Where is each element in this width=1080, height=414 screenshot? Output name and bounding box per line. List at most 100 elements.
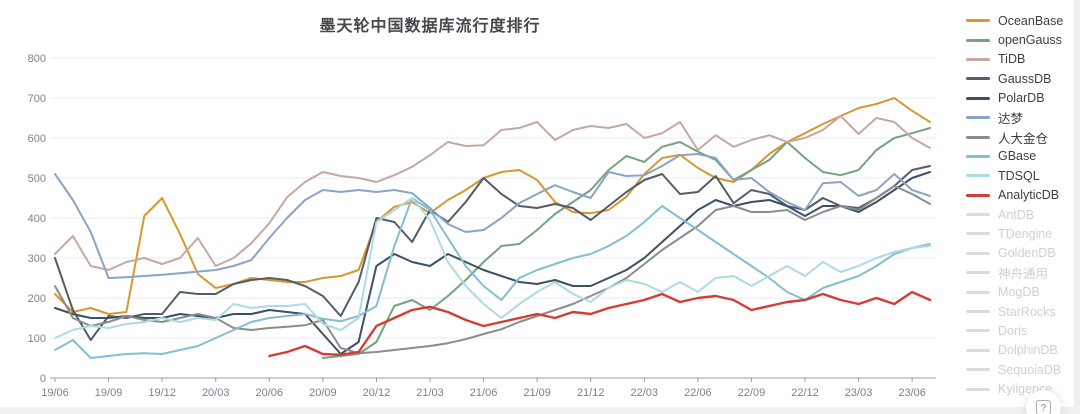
x-axis-label: 19/09: [95, 387, 123, 399]
legend-swatch: [966, 329, 990, 333]
legend-label: TiDB: [998, 52, 1026, 67]
legend-label: DolphinDB: [998, 343, 1058, 358]
legend-item-StarRocks[interactable]: StarRocks: [966, 302, 1078, 321]
legend-label: AntDB: [998, 207, 1035, 222]
legend-item-达梦[interactable]: 达梦: [966, 108, 1078, 127]
series-line-openGauss: [321, 127, 931, 359]
legend-swatch: [966, 232, 990, 236]
question-mark-icon: ?: [1036, 400, 1051, 414]
legend-item-PolarDB[interactable]: PolarDB: [966, 89, 1078, 108]
series-line-TiDB: [54, 115, 931, 271]
legend-item-openGauss[interactable]: openGauss: [966, 30, 1078, 49]
y-axis-label: 500: [28, 173, 46, 185]
legend-swatch: [966, 310, 990, 314]
legend-label: TDengine: [998, 226, 1053, 241]
x-axis-label: 22/09: [738, 387, 766, 399]
legend-label: MogDB: [998, 285, 1040, 300]
legend-swatch: [966, 154, 990, 158]
legend-label: Doris: [998, 323, 1028, 338]
legend-swatch: [966, 174, 990, 178]
legend-swatch: [966, 251, 990, 255]
legend-swatch: [966, 368, 990, 372]
legend-label: 神舟通用: [998, 267, 1049, 282]
page-background-strip-right: [1074, 0, 1080, 414]
y-axis-label: 600: [28, 133, 46, 145]
x-axis-label: 21/06: [470, 387, 498, 399]
legend-swatch: [966, 193, 990, 197]
x-axis-label: 23/03: [845, 387, 873, 399]
y-axis-label: 0: [40, 373, 46, 385]
legend-label: OceanBase: [998, 13, 1064, 28]
x-axis-label: 22/03: [631, 387, 659, 399]
legend-item-SequoiaDB[interactable]: SequoiaDB: [966, 360, 1078, 379]
legend-label: 达梦: [998, 112, 1024, 127]
x-axis-label: 20/03: [202, 387, 230, 399]
y-axis-label: 800: [28, 53, 46, 65]
legend-label: GoldenDB: [998, 246, 1056, 261]
x-axis-label: 23/06: [898, 387, 926, 399]
legend-swatch: [966, 38, 990, 42]
legend-swatch: [966, 348, 990, 352]
x-axis-label: 22/12: [791, 387, 819, 399]
series-line-PolarDB: [54, 171, 931, 355]
legend-swatch: [966, 135, 990, 139]
legend-item-OceanBase[interactable]: OceanBase: [966, 11, 1078, 30]
x-axis-label: 21/03: [416, 387, 444, 399]
legend-item-GoldenDB[interactable]: GoldenDB: [966, 244, 1078, 263]
x-axis-label: 20/12: [363, 387, 391, 399]
x-axis-label: 21/09: [523, 387, 551, 399]
x-axis-label: 19/12: [148, 387, 176, 399]
legend-label: 人大金仓: [998, 131, 1049, 146]
legend-label: openGauss: [998, 33, 1062, 48]
y-axis-label: 300: [28, 253, 46, 265]
series-line-AnalyticDB: [268, 290, 932, 358]
legend-label: SequoiaDB: [998, 362, 1062, 377]
legend: OceanBase openGauss TiDB GaussDB PolarDB 达梦人大…: [966, 11, 1078, 399]
legend-swatch: [966, 96, 990, 100]
legend-item-TDSQL[interactable]: TDSQL: [966, 166, 1078, 185]
x-axis-label: 22/06: [684, 387, 712, 399]
legend-swatch: [966, 290, 990, 294]
y-axis-label: 200: [28, 293, 46, 305]
legend-swatch: [966, 213, 990, 217]
legend-swatch: [966, 19, 990, 23]
y-axis-label: 700: [28, 93, 46, 105]
legend-label: GaussDB: [998, 71, 1052, 86]
legend-item-AnalyticDB[interactable]: AnalyticDB: [966, 186, 1078, 205]
series-line-人大金仓: [54, 185, 931, 355]
legend-swatch: [966, 271, 990, 275]
legend-label: AnalyticDB: [998, 188, 1060, 203]
legend-item-人大金仓[interactable]: 人大金仓: [966, 127, 1078, 146]
x-axis-label: 20/09: [309, 387, 337, 399]
legend-label: GBase: [998, 149, 1037, 164]
legend-label: TDSQL: [998, 168, 1040, 183]
legend-swatch: [966, 116, 990, 120]
legend-item-DolphinDB[interactable]: DolphinDB: [966, 341, 1078, 360]
legend-item-Kyligence[interactable]: Kyligence: [966, 379, 1078, 398]
legend-item-Doris[interactable]: Doris: [966, 321, 1078, 340]
legend-item-AntDB[interactable]: AntDB: [966, 205, 1078, 224]
legend-item-TiDB[interactable]: TiDB: [966, 50, 1078, 69]
page-background-strip-bottom: [0, 407, 1080, 414]
series-line-TDSQL: [54, 197, 931, 339]
x-axis-label: 20/06: [256, 387, 284, 399]
y-axis-label: 400: [28, 213, 46, 225]
legend-swatch: [966, 387, 990, 391]
legend-swatch: [966, 77, 990, 81]
series-line-GBase: [54, 197, 931, 359]
help-button[interactable]: ?: [1026, 390, 1061, 414]
series-line-OceanBase: [54, 97, 931, 315]
series-line-达梦: [54, 153, 931, 279]
chart-title: 墨天轮中国数据库流行度排行: [319, 18, 541, 35]
legend-label: PolarDB: [998, 91, 1045, 106]
legend-item-TDengine[interactable]: TDengine: [966, 224, 1078, 243]
x-axis-label: 19/06: [41, 387, 69, 399]
y-axis-label: 100: [28, 333, 46, 345]
legend-item-MogDB[interactable]: MogDB: [966, 282, 1078, 301]
legend-item-GaussDB[interactable]: GaussDB: [966, 69, 1078, 88]
legend-item-GBase[interactable]: GBase: [966, 147, 1078, 166]
legend-swatch: [966, 57, 990, 61]
legend-item-神舟通用[interactable]: 神舟通用: [966, 263, 1078, 282]
legend-label: StarRocks: [998, 304, 1056, 319]
